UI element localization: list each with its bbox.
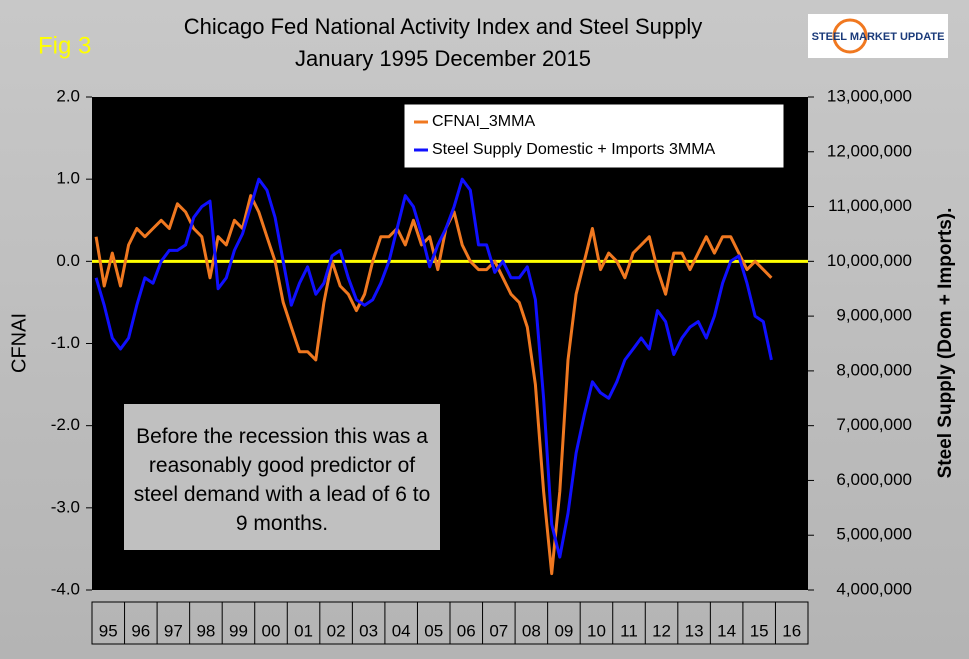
x-tick-label: 02 [327, 621, 346, 640]
legend-label: CFNAI_3MMA [432, 113, 535, 130]
x-tick-label: 00 [262, 621, 281, 640]
y-axis-label: CFNAI [8, 313, 30, 373]
x-tick-label: 04 [392, 621, 411, 640]
y2-axis-label: Steel Supply (Dom + Imports). [935, 208, 956, 479]
y2-tick-label: 11,000,000 [828, 196, 912, 215]
x-tick-label: 97 [164, 621, 183, 640]
y2-tick-label: 6,000,000 [836, 470, 912, 489]
x-tick-label: 13 [685, 621, 704, 640]
y-tick-label: -1.0 [51, 333, 80, 352]
logo-ring [832, 18, 868, 54]
x-tick-label: 09 [554, 621, 573, 640]
x-tick-label: 16 [782, 621, 801, 640]
x-tick-label: 96 [131, 621, 150, 640]
x-tick-label: 10 [587, 621, 606, 640]
y-tick-label: 0.0 [56, 251, 80, 270]
x-tick-label: 11 [620, 621, 638, 640]
y2-tick-label: 7,000,000 [836, 415, 912, 434]
logo-text: STEEL MARKET UPDATE [812, 31, 945, 43]
y2-tick-label: 5,000,000 [836, 525, 912, 544]
y-tick-label: 2.0 [56, 86, 80, 105]
y2-tick-label: 10,000,000 [827, 251, 912, 270]
y-tick-label: -4.0 [51, 579, 80, 598]
annotation: Before the recession this was a reasonab… [124, 404, 440, 550]
x-tick-label: 14 [717, 621, 736, 640]
y-tick-label: -3.0 [51, 497, 80, 516]
x-tick-label: 08 [522, 621, 541, 640]
x-tick-label: 06 [457, 621, 476, 640]
x-tick-label: 07 [489, 621, 508, 640]
x-tick-label: 99 [229, 621, 248, 640]
y2-tick-label: 9,000,000 [836, 306, 912, 325]
chart-subtitle: January 1995 December 2015 [295, 46, 591, 71]
legend-box [403, 103, 785, 169]
series-line [94, 177, 773, 559]
x-tick-label: 12 [652, 621, 671, 640]
y2-tick-label: 13,000,000 [827, 86, 912, 105]
x-tick-label: 98 [196, 621, 215, 640]
x-tick-label: 05 [424, 621, 443, 640]
y-tick-label: -2.0 [51, 415, 80, 434]
x-tick-label: 95 [99, 621, 118, 640]
chart-title: Chicago Fed National Activity Index and … [184, 14, 703, 39]
y2-tick-label: 12,000,000 [827, 141, 912, 160]
figure-label: Fig 3 [38, 32, 91, 59]
logo-box [808, 14, 948, 58]
legend-label: Steel Supply Domestic + Imports 3MMA [432, 141, 716, 158]
x-tick-label: 01 [294, 621, 313, 640]
x-tick-label: 03 [359, 621, 378, 640]
y2-tick-label: 4,000,000 [836, 579, 912, 598]
y-tick-label: 1.0 [56, 169, 80, 188]
x-tick-label: 15 [750, 621, 769, 640]
y2-tick-label: 8,000,000 [836, 360, 912, 379]
